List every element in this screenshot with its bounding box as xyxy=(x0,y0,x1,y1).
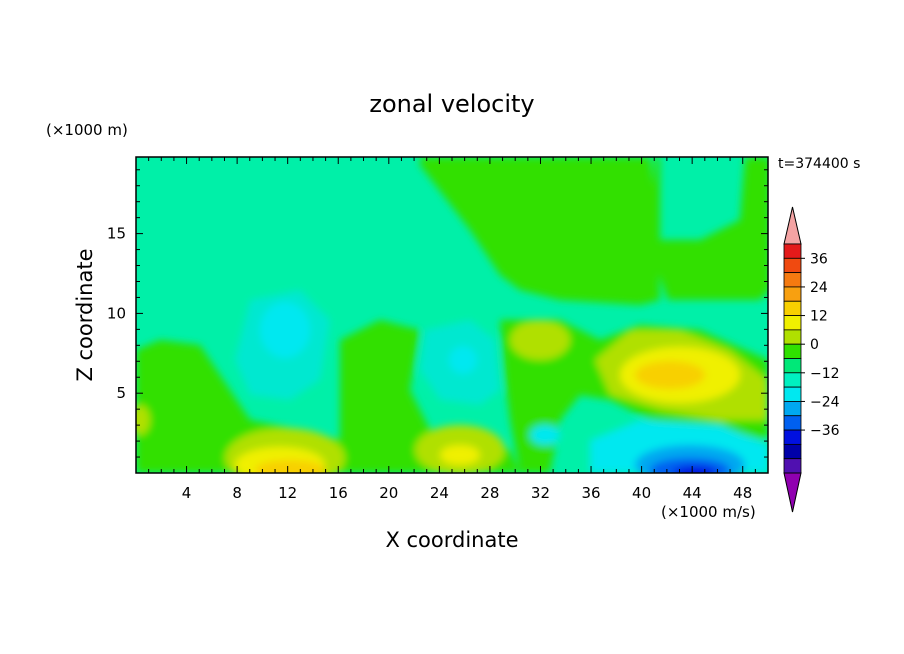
contour-region xyxy=(420,157,660,305)
colorbar-swatch xyxy=(783,372,802,388)
y-unit-label: (×1000 m) xyxy=(46,121,128,139)
y-tick-label: 5 xyxy=(116,384,126,402)
time-label: t=374400 s xyxy=(778,156,860,172)
colorbar-swatch xyxy=(783,272,802,288)
contour-region xyxy=(255,460,325,473)
y-axis: 5 10 15 xyxy=(107,169,768,458)
x-tick-label: 20 xyxy=(379,484,398,502)
y-tick-label: 10 xyxy=(107,304,126,322)
x-tick-label: 44 xyxy=(683,484,702,502)
colorbar-swatch xyxy=(783,415,802,431)
x-tick-label: 48 xyxy=(733,484,752,502)
colorbar-label: −24 xyxy=(810,394,840,410)
colorbar-swatch xyxy=(783,358,802,374)
colorbar-swatch xyxy=(783,286,802,302)
colorbar-label: 24 xyxy=(810,280,828,296)
colorbar-swatch xyxy=(783,300,802,316)
colorbar-swatch xyxy=(783,315,802,331)
x-tick-label: 24 xyxy=(430,484,449,502)
contour-region xyxy=(510,320,570,360)
colorbar: 36 24 12 0 −12 −24 −36 xyxy=(783,206,840,513)
x-tick-label: 4 xyxy=(182,484,192,502)
x-tick-label: 16 xyxy=(329,484,348,502)
colorbar-label: 12 xyxy=(810,309,828,325)
contour-region xyxy=(260,302,310,358)
x-axis-label: X coordinate xyxy=(385,528,518,552)
x-tick-label: 12 xyxy=(278,484,297,502)
colorbar-extend-min xyxy=(783,472,802,513)
colorbar-label: 0 xyxy=(810,337,819,353)
colorbar-swatch xyxy=(783,401,802,417)
colorbar-extend-max xyxy=(783,206,802,245)
x-tick-label: 28 xyxy=(480,484,499,502)
contour-region xyxy=(136,405,150,435)
contour-region xyxy=(449,346,477,374)
colorbar-swatch xyxy=(783,386,802,402)
contour-region xyxy=(673,466,717,473)
x-tick-label: 32 xyxy=(531,484,550,502)
x-axis: 4 8 12 16 20 24 28 32 36 40 44 48 xyxy=(135,157,769,502)
x-tick-label: 8 xyxy=(232,484,242,502)
colorbar-label: −12 xyxy=(810,366,840,382)
y-axis-label: Z coordinate xyxy=(73,248,97,381)
x-tick-label: 40 xyxy=(632,484,651,502)
contour-region xyxy=(340,320,520,473)
x-unit-label: (×1000 m/s) xyxy=(661,503,756,521)
colorbar-swatch xyxy=(783,329,802,345)
colorbar-swatch xyxy=(783,429,802,445)
colorbar-label: −36 xyxy=(810,423,840,439)
contour-field xyxy=(136,157,768,473)
x-tick-label: 36 xyxy=(581,484,600,502)
colorbar-swatch xyxy=(783,257,802,274)
contour-region xyxy=(530,425,560,445)
contour-region xyxy=(430,157,768,300)
y-tick-label: 15 xyxy=(107,225,126,243)
contour-region xyxy=(635,361,705,389)
colorbar-swatch xyxy=(783,243,802,259)
contour-region xyxy=(440,445,480,465)
colorbar-swatch xyxy=(783,458,802,474)
colorbar-label: 36 xyxy=(810,251,828,267)
colorbar-swatch xyxy=(783,443,802,460)
chart-title: zonal velocity xyxy=(369,90,534,118)
colorbar-swatch xyxy=(783,343,802,359)
